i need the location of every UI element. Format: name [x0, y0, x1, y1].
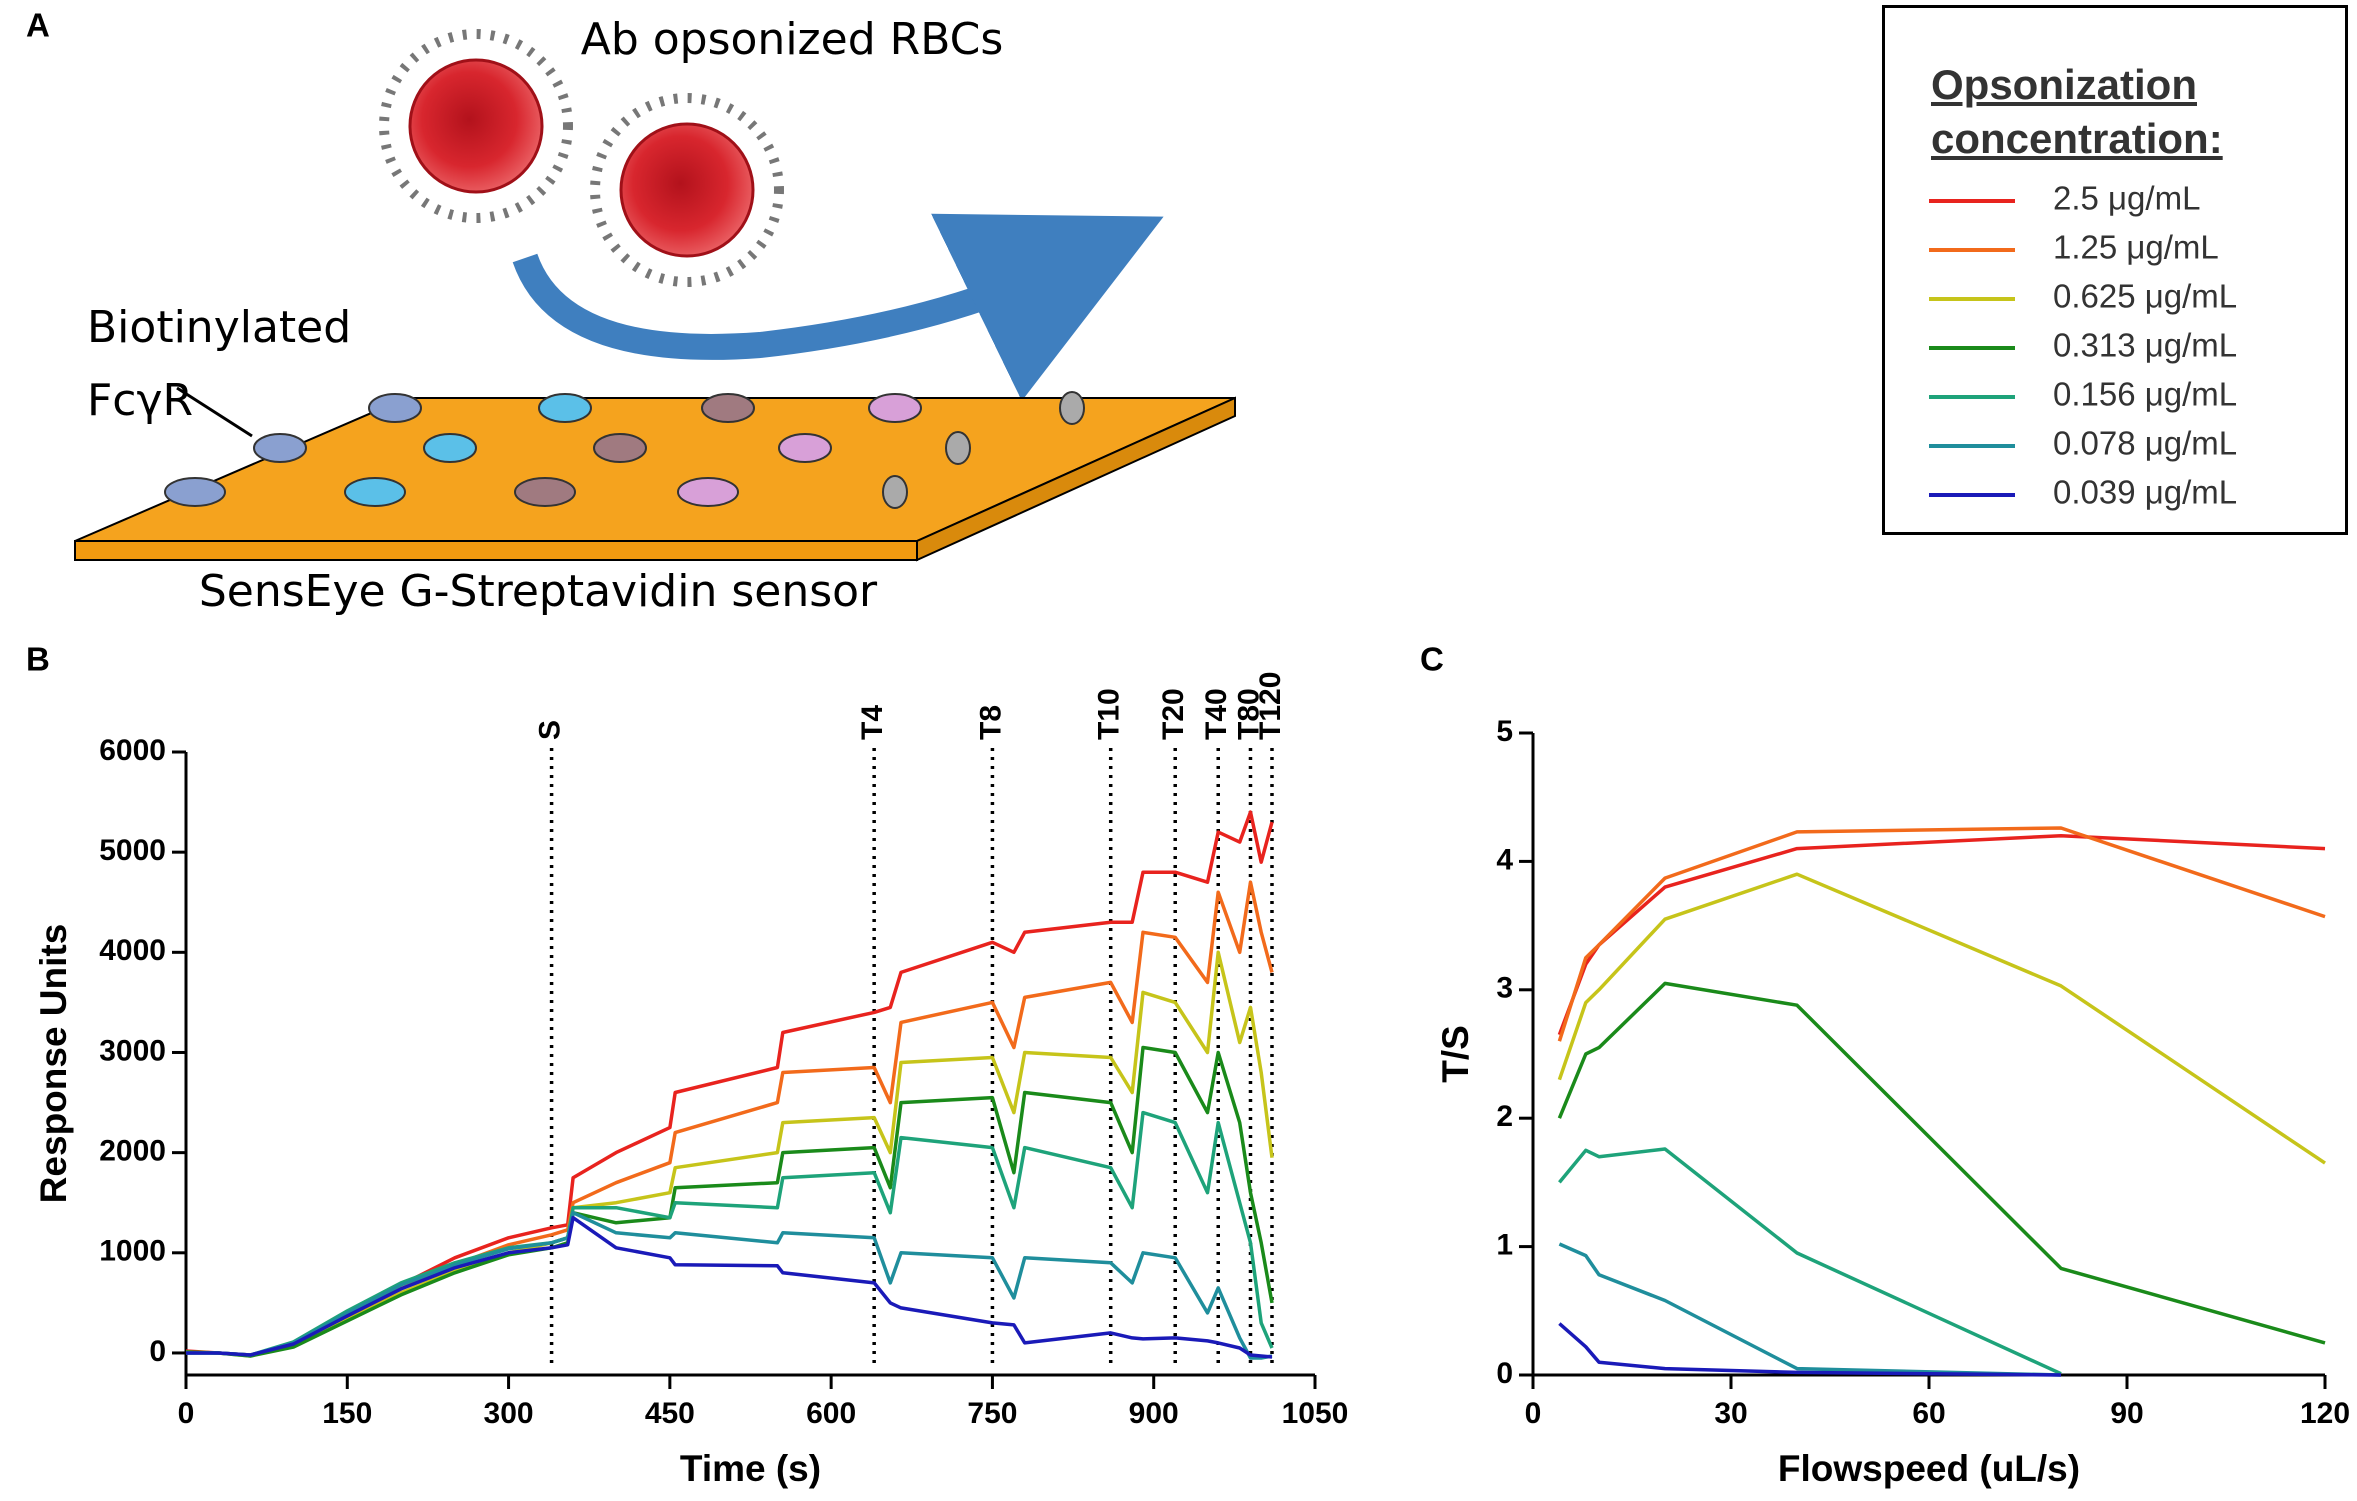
series-line	[186, 1215, 1273, 1359]
panel-label: C	[1420, 641, 1444, 678]
y-tick-label: 1000	[99, 1235, 166, 1268]
y-tick-label: 5000	[99, 834, 166, 867]
x-tick-label: 0	[178, 1397, 195, 1430]
x-tick-label: 60	[1912, 1397, 1945, 1430]
x-tick-label: 120	[2300, 1397, 2350, 1430]
diagram-title: Ab opsonized RBCs	[581, 14, 1004, 65]
chart: 0 1 2 3 4 5 0 30 60 90 120 Flowspeed (uL/s) T/S	[1435, 715, 2350, 1489]
x-axis-title: Time (s)	[680, 1448, 821, 1489]
marker-label: T8	[974, 705, 1007, 740]
legend-label: 0.625 μg/mL	[2053, 278, 2237, 315]
panel-label: B	[26, 641, 50, 678]
y-tick-label: 5	[1496, 715, 1513, 748]
legend-label: 2.5 μg/mL	[2053, 180, 2200, 217]
y-axis-title: T/S	[1435, 1025, 1476, 1083]
series-line	[186, 1210, 1273, 1360]
series-line	[1558, 1147, 2062, 1376]
series-line	[1557, 826, 2326, 1042]
y-tick-label: 4000	[99, 934, 166, 967]
x-tick-label: 900	[1129, 1397, 1179, 1430]
x-tick-label: 0	[1525, 1397, 1542, 1430]
marker-label: T10	[1093, 688, 1126, 740]
x-tick-label: 750	[967, 1397, 1017, 1430]
legend-label: 0.156 μg/mL	[2053, 376, 2237, 413]
series-line	[185, 1045, 1274, 1358]
x-tick-label: 600	[806, 1397, 856, 1430]
panel-label: A	[26, 7, 50, 44]
receptors	[164, 391, 1085, 509]
legend: Opsonization concentration: 2.5 μg/mL 1.2…	[1882, 5, 2348, 535]
y-tick-label: 2	[1496, 1100, 1513, 1133]
x-tick-label: 1050	[1282, 1397, 1349, 1430]
legend-label: 1.25 μg/mL	[2053, 229, 2219, 266]
series-line	[1557, 872, 2326, 1165]
marker-label: T20	[1157, 688, 1190, 740]
y-tick-label: 3	[1496, 972, 1513, 1005]
y-tick-label: 6000	[99, 734, 166, 767]
antibodies	[379, 29, 784, 287]
y-tick-label: 4	[1496, 843, 1513, 876]
arrow	[512, 213, 1164, 401]
sensor-label: SensEye G-Streptavidin sensor	[199, 566, 878, 617]
marker-label: T80	[1232, 688, 1265, 740]
chart: 0 1000 2000 3000 4000 5000 6000 0 150 300 450 600 75…	[33, 672, 1349, 1489]
receptor-label: Biotinylated	[87, 302, 351, 353]
series-line	[1557, 981, 2326, 1345]
marker-label: T4	[856, 705, 889, 740]
x-tick-label: 150	[322, 1397, 372, 1430]
receptor-label: FcγR	[87, 375, 193, 426]
legend-label: 0.078 μg/mL	[2053, 425, 2237, 462]
red-blood-cell	[619, 122, 755, 258]
x-tick-label: 300	[484, 1397, 534, 1430]
pointer-line	[176, 386, 253, 438]
series-line	[1558, 1322, 2062, 1377]
sensor-front	[74, 540, 918, 561]
legend-items: 2.5 μg/mL 1.25 μg/mL 0.625 μg/mL 0.313 μg/m…	[1929, 180, 2237, 511]
x-tick-label: 450	[645, 1397, 695, 1430]
x-axis-title: Flowspeed (uL/s)	[1778, 1448, 2080, 1489]
series-line	[186, 1110, 1274, 1357]
sensor-top	[74, 397, 1236, 542]
diagram: Ab opsonized RBCs Biotinylated FcγR Sens…	[74, 14, 1236, 617]
sensor-side	[916, 396, 1236, 562]
legend-title: Opsonization concentration:	[1931, 61, 2223, 162]
x-tick-label: 30	[1714, 1397, 1747, 1430]
legend-label: 0.313 μg/mL	[2053, 327, 2237, 364]
marker-label: S	[534, 720, 567, 740]
y-tick-label: 2000	[99, 1135, 166, 1168]
series-line	[1558, 1242, 2062, 1377]
series-line	[1557, 833, 2326, 1036]
y-tick-label: 1	[1496, 1229, 1513, 1262]
legend-label: 0.039 μg/mL	[2053, 474, 2237, 511]
y-axis-title: Response Units	[33, 924, 74, 1204]
x-tick-label: 90	[2110, 1397, 2143, 1430]
marker-label: T40	[1200, 688, 1233, 740]
y-tick-label: 0	[149, 1335, 166, 1368]
y-tick-label: 0	[1496, 1357, 1513, 1390]
y-tick-label: 3000	[99, 1034, 166, 1067]
marker-label: T120	[1254, 672, 1287, 740]
red-blood-cell	[408, 58, 544, 194]
series-line	[185, 950, 1274, 1358]
